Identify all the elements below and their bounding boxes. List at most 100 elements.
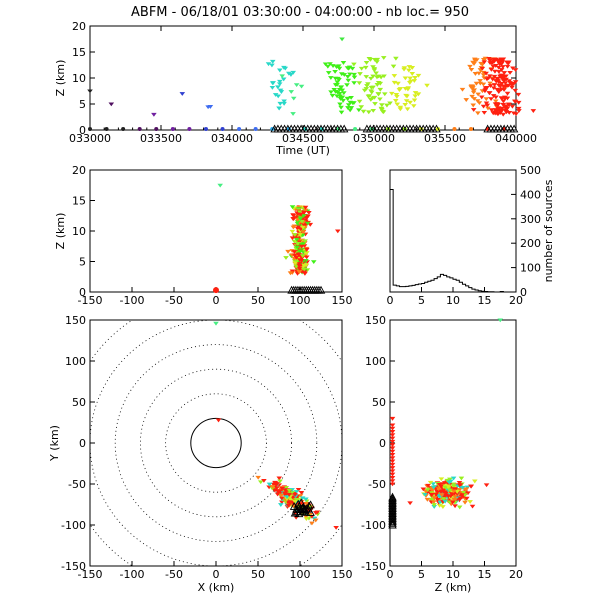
time-height-source	[499, 106, 505, 111]
xz-source	[285, 249, 291, 254]
zy-source	[456, 481, 463, 485]
x-tick-label: 0	[213, 568, 220, 581]
xz-source	[289, 229, 296, 234]
time-height-source	[370, 74, 376, 79]
range-ring	[165, 393, 267, 493]
xz-source	[293, 237, 300, 242]
ground-source	[121, 126, 126, 131]
x-axis-label: X (km)	[198, 581, 235, 594]
y-tick-label: 0	[520, 286, 527, 299]
time-height-source	[498, 58, 505, 62]
time-height-source	[412, 94, 419, 99]
zy-source	[437, 500, 443, 505]
time-height-source	[374, 75, 380, 80]
ground-triangle	[432, 124, 441, 133]
zy-column-source	[389, 462, 396, 467]
xz-source	[303, 255, 310, 260]
time-height-source	[276, 82, 283, 87]
time-height-source	[348, 106, 355, 110]
xz-source	[300, 230, 307, 235]
plan-source	[303, 502, 310, 506]
xz-source	[290, 213, 296, 218]
time-height-source	[473, 81, 480, 86]
xz-source	[299, 219, 305, 224]
y-tick-label: 15	[72, 195, 86, 208]
y-axis-label: Z (km)	[54, 213, 67, 250]
time-height-source	[471, 62, 477, 66]
time-height-source	[492, 99, 499, 104]
y-tick-label: 10	[72, 72, 86, 85]
time-height-source	[500, 65, 506, 69]
xz-source	[302, 205, 309, 210]
xz-source	[290, 225, 297, 230]
time-height-source	[484, 77, 490, 82]
time-height-isolated-source	[339, 37, 345, 42]
time-height-source	[495, 102, 501, 107]
time-height-source	[516, 109, 522, 113]
zy-source	[431, 503, 437, 507]
time-height-source	[345, 96, 351, 101]
xz-source	[292, 261, 299, 266]
range-ring	[114, 344, 318, 542]
time-height-source	[370, 85, 376, 90]
time-height-source	[281, 99, 287, 104]
y-tick-label: 0	[79, 437, 86, 450]
ground-triangle	[509, 124, 519, 133]
time-height-source	[341, 91, 347, 96]
time-height-source	[358, 66, 365, 71]
time-height-source	[477, 79, 483, 83]
zy-column-source	[389, 479, 396, 484]
time-height-source	[351, 75, 358, 80]
time-height-source	[368, 97, 374, 102]
time-height-source	[472, 72, 479, 76]
time-height-source	[468, 68, 475, 72]
zy-outlier	[389, 416, 396, 421]
time-height-source	[487, 84, 494, 88]
time-height-source	[404, 94, 410, 99]
zy-source	[425, 483, 431, 488]
zy-source	[449, 492, 455, 497]
y-tick-label: 400	[520, 188, 541, 201]
x-tick-label: 150	[332, 294, 353, 307]
zy-source	[427, 480, 434, 485]
x-tick-label: 033000	[69, 132, 111, 145]
zy-source	[458, 476, 465, 481]
ground-source	[253, 126, 258, 131]
time-height-isolated-source	[108, 102, 115, 107]
zy-source	[450, 489, 457, 494]
time-height-source	[327, 62, 333, 67]
time-height-source	[411, 98, 418, 103]
z-y-panel: 0 5 10 15 20 -150 -100 -50 0 50 100 150 Z (km)	[361, 314, 523, 594]
ground-triangle	[306, 500, 315, 509]
time-height-source	[495, 65, 502, 70]
zy-source	[450, 484, 457, 489]
zy-source	[440, 505, 446, 509]
ground-source	[187, 126, 192, 131]
time-height-source	[341, 73, 348, 77]
time-height-source	[356, 108, 362, 113]
time-height-source	[484, 103, 491, 108]
time-height-source	[356, 99, 363, 104]
time-height-source	[357, 72, 363, 76]
time-height-source	[504, 96, 511, 101]
zy-source	[424, 497, 431, 502]
x-tick-label: 0	[387, 294, 394, 307]
zy-column-source	[389, 452, 396, 457]
time-height-source	[269, 59, 276, 64]
time-height-source	[407, 76, 413, 81]
time-height-source	[470, 88, 477, 93]
time-height-source	[498, 68, 505, 72]
xz-source	[306, 210, 312, 215]
y-tick-label: 150	[65, 314, 86, 327]
plan-source	[286, 493, 292, 497]
time-height-source	[336, 92, 343, 96]
plan-source	[279, 486, 286, 491]
plan-source	[313, 511, 319, 515]
zy-source	[443, 493, 449, 498]
time-height-source	[502, 81, 509, 86]
time-height-source	[530, 109, 537, 113]
time-height-source	[272, 93, 279, 97]
xz-source	[296, 262, 303, 266]
zy-column-source	[389, 466, 396, 470]
time-height-source	[494, 76, 501, 81]
